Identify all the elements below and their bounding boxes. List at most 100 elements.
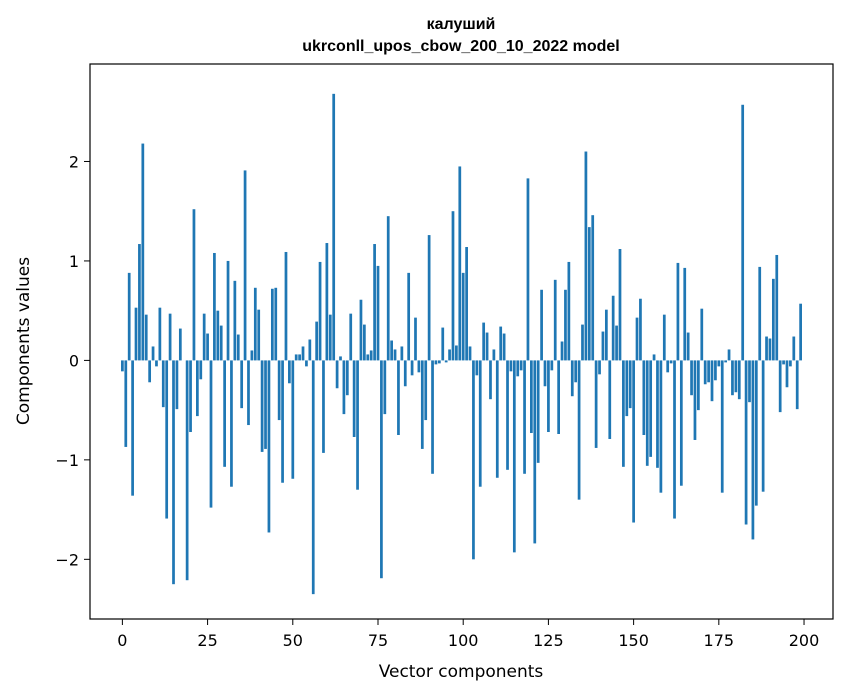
- bar: [196, 360, 199, 417]
- bar: [397, 360, 400, 435]
- bar: [530, 360, 533, 434]
- bar: [676, 262, 680, 361]
- bar: [768, 338, 772, 361]
- bar: [560, 341, 564, 361]
- bar: [345, 360, 349, 396]
- bar: [131, 360, 134, 496]
- bar: [741, 104, 745, 361]
- bar: [625, 360, 629, 417]
- bar: [247, 360, 250, 426]
- bar: [393, 349, 397, 361]
- y-tick-label: 1: [69, 252, 79, 271]
- bar: [288, 360, 291, 384]
- bar: [223, 360, 226, 467]
- bar: [765, 336, 768, 361]
- bar: [458, 166, 462, 361]
- bar: [557, 360, 560, 434]
- bar: [243, 170, 247, 361]
- x-tick-label: 150: [618, 631, 649, 650]
- bar: [161, 360, 165, 408]
- bar: [495, 360, 499, 478]
- bar: [202, 313, 206, 361]
- bar: [509, 360, 513, 372]
- bar: [502, 333, 506, 361]
- bar: [298, 354, 301, 361]
- bar: [352, 360, 356, 437]
- chart-title-line-1: калуший: [427, 16, 496, 33]
- bar: [536, 360, 540, 463]
- bar: [185, 360, 189, 581]
- bar: [690, 360, 693, 396]
- bar: [322, 360, 325, 453]
- x-tick-label: 200: [789, 631, 820, 650]
- bar: [754, 360, 758, 506]
- bar: [547, 360, 550, 433]
- bar: [134, 307, 138, 361]
- bar: [598, 360, 601, 375]
- bar: [679, 360, 683, 486]
- bar: [577, 360, 581, 500]
- bar: [533, 360, 537, 544]
- bar: [339, 356, 342, 361]
- bar: [734, 360, 738, 393]
- bar: [318, 261, 322, 361]
- bar: [386, 216, 390, 361]
- bar: [213, 252, 216, 361]
- bar: [564, 289, 567, 361]
- bar: [366, 354, 370, 361]
- bar: [492, 349, 496, 361]
- bar: [414, 317, 417, 361]
- bar: [230, 360, 233, 487]
- bar: [274, 287, 278, 361]
- bar: [257, 309, 261, 361]
- bar: [673, 360, 676, 519]
- bar: [645, 360, 649, 466]
- bar-series: [121, 93, 802, 595]
- bar: [165, 360, 169, 519]
- bar: [175, 360, 179, 410]
- bar: [468, 346, 472, 361]
- bar: [615, 325, 618, 361]
- bar: [226, 260, 230, 361]
- bar: [294, 354, 298, 361]
- bar: [550, 360, 554, 371]
- bar: [666, 360, 670, 373]
- bar: [434, 360, 438, 365]
- bar: [714, 360, 717, 381]
- bar: [328, 314, 332, 361]
- bar: [305, 360, 308, 367]
- bar: [792, 336, 796, 361]
- bar: [608, 360, 612, 439]
- bar: [581, 324, 584, 361]
- bar: [611, 295, 615, 361]
- bar: [652, 354, 656, 361]
- bar: [799, 303, 802, 361]
- bar: [192, 209, 196, 361]
- bar: [270, 288, 274, 361]
- bar: [451, 211, 455, 361]
- bar: [441, 327, 445, 361]
- bar: [148, 360, 152, 383]
- bar: [594, 360, 598, 448]
- bar: [506, 360, 509, 470]
- bar: [659, 360, 663, 493]
- bar: [618, 249, 622, 361]
- bar: [523, 360, 526, 474]
- bar: [761, 360, 765, 492]
- bar: [662, 314, 666, 361]
- bar: [782, 360, 785, 365]
- bar: [584, 151, 588, 361]
- bar: [649, 360, 653, 457]
- bar: [519, 360, 523, 371]
- bar: [431, 360, 434, 474]
- bar: [281, 360, 284, 483]
- bar: [332, 93, 336, 361]
- bar: [342, 360, 346, 415]
- bar: [693, 360, 697, 440]
- y-tick-label: 0: [69, 351, 79, 370]
- bar: [448, 349, 451, 361]
- bar: [703, 360, 707, 385]
- bar: [656, 360, 659, 468]
- bar: [720, 360, 724, 493]
- bar: [465, 247, 468, 361]
